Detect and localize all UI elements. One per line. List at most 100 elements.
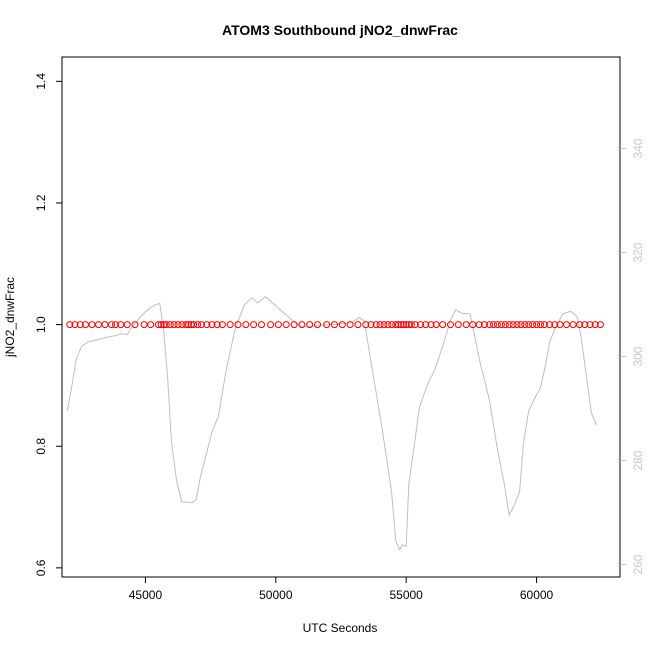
y-tick-label: 1.0 — [34, 316, 48, 333]
data-point — [490, 321, 497, 329]
data-point — [140, 321, 148, 329]
data-point — [384, 321, 392, 329]
data-point — [486, 321, 494, 329]
data-point — [226, 321, 234, 329]
data-point — [388, 321, 396, 329]
data-point — [306, 321, 314, 329]
data-point — [178, 321, 186, 329]
data-point — [234, 321, 242, 329]
y-tick-label: 1.4 — [34, 73, 48, 90]
y-tick-label: 0.8 — [34, 438, 48, 455]
data-point — [439, 321, 447, 329]
data-point — [591, 321, 599, 329]
data-point — [411, 321, 419, 329]
data-point — [267, 321, 275, 329]
data-point — [497, 321, 505, 329]
right-y-tick-label: 260 — [631, 554, 645, 574]
data-point — [250, 321, 258, 329]
data-point — [157, 321, 165, 329]
data-point — [88, 321, 96, 329]
data-point — [529, 321, 537, 329]
data-point — [131, 321, 139, 329]
data-point — [71, 321, 79, 329]
data-point — [447, 321, 454, 329]
data-point — [596, 321, 604, 329]
y-tick-label: 1.2 — [34, 194, 48, 211]
right-y-tick-label: 300 — [631, 346, 645, 366]
data-point — [362, 321, 370, 329]
data-point — [282, 321, 290, 329]
data-point — [95, 321, 102, 329]
data-point — [407, 321, 415, 329]
data-point — [505, 321, 513, 329]
data-point — [380, 321, 388, 329]
right-y-tick-label: 280 — [631, 450, 645, 470]
x-tick-label: 55000 — [389, 588, 423, 602]
chart-title: ATOM3 Southbound jNO2_dnwFrac — [222, 22, 458, 38]
line-series — [66, 296, 597, 552]
data-point — [123, 321, 131, 329]
data-point — [397, 321, 405, 329]
data-point — [203, 321, 211, 329]
right-y-axis: 260 280 300 320 340 — [620, 138, 645, 575]
data-point — [314, 321, 321, 329]
data-point — [475, 321, 483, 329]
data-point — [400, 321, 408, 329]
data-point — [521, 321, 529, 329]
data-point — [194, 321, 202, 329]
data-point — [586, 321, 594, 329]
data-point — [218, 321, 226, 329]
data-point — [576, 321, 584, 329]
data-point — [147, 321, 155, 329]
data-point — [454, 321, 462, 329]
x-axis: 45000 50000 55000 60000 — [129, 577, 554, 602]
y-axis-title: jNO2_dnwFrac — [3, 277, 17, 358]
data-point — [170, 321, 178, 329]
data-point — [174, 321, 182, 329]
data-point — [290, 321, 298, 329]
data-point — [208, 321, 216, 329]
data-point — [569, 321, 577, 329]
data-point — [213, 321, 221, 329]
data-point — [338, 321, 346, 329]
data-point — [354, 321, 362, 329]
data-point — [394, 321, 402, 329]
data-point — [493, 321, 501, 329]
data-point — [392, 321, 400, 329]
data-point — [533, 321, 541, 329]
data-point — [331, 321, 338, 329]
data-point — [76, 321, 84, 329]
x-axis-title: UTC Seconds — [303, 621, 378, 635]
data-point — [546, 321, 554, 329]
data-point — [513, 321, 521, 329]
y-axis: 0.6 0.8 1.0 1.2 1.4 — [34, 73, 62, 576]
right-y-tick-label: 340 — [631, 138, 645, 158]
data-point — [563, 321, 570, 329]
series-line — [66, 296, 597, 552]
plot-area — [61, 56, 621, 578]
data-point — [462, 321, 470, 329]
data-point — [537, 321, 544, 329]
data-point — [66, 321, 74, 329]
data-point — [242, 321, 250, 329]
data-point — [108, 321, 115, 329]
x-tick-label: 50000 — [259, 588, 293, 602]
data-point — [346, 321, 354, 329]
data-point — [417, 321, 424, 329]
data-point — [112, 321, 119, 329]
data-point — [551, 321, 559, 329]
data-point — [182, 321, 190, 329]
data-point — [427, 321, 435, 329]
data-point — [517, 321, 525, 329]
data-point — [185, 321, 192, 329]
right-y-tick-label: 320 — [631, 242, 645, 262]
data-point — [422, 321, 430, 329]
data-point — [581, 321, 589, 329]
data-point — [376, 321, 384, 329]
x-tick-label: 45000 — [129, 588, 163, 602]
data-point — [166, 321, 174, 329]
data-point — [274, 321, 282, 329]
data-point — [480, 321, 488, 329]
data-point — [372, 321, 380, 329]
